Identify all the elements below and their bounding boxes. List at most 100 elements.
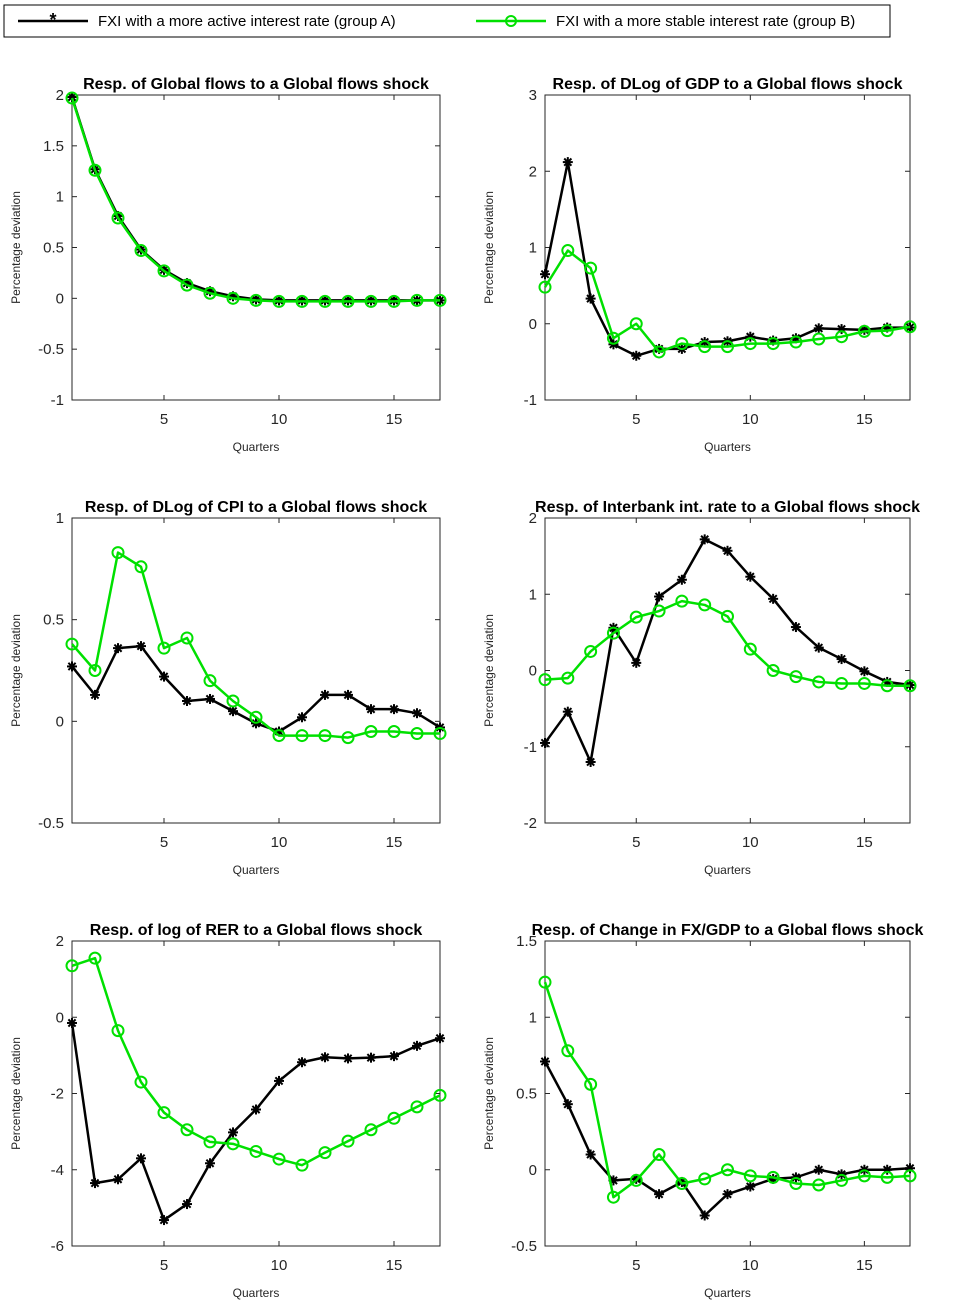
chart-title: Resp. of DLog of GDP to a Global flows s… xyxy=(553,76,903,93)
asterisk-stroke xyxy=(586,757,595,767)
data-point-group-b xyxy=(318,294,332,308)
data-point-group-a xyxy=(745,571,756,582)
x-tick-label: 10 xyxy=(271,1257,288,1274)
chart-panel-2: 5 10 15 -1 0 1 2 3 Quarters Percentage deviation R… xyxy=(482,76,917,454)
y-tick-label: 0 xyxy=(529,1162,537,1179)
data-point-group-b xyxy=(789,335,803,349)
data-point-group-b xyxy=(857,324,871,338)
x-axis-label: Quarters xyxy=(233,440,280,454)
data-point-group-a xyxy=(435,1033,445,1044)
chart-title: Resp. of log of RER to a Global flows sh… xyxy=(90,922,423,939)
data-point-group-b xyxy=(584,261,598,275)
x-tick-label: 10 xyxy=(742,834,759,851)
data-point-group-b xyxy=(812,1178,826,1192)
chart-panel-4: 5 10 15 -2 -1 0 1 2 Quarters Percentage deviation… xyxy=(482,499,920,877)
asterisk-stroke xyxy=(768,594,778,604)
data-point-group-a xyxy=(412,1040,422,1051)
asterisk-stroke xyxy=(113,1174,123,1184)
data-point-group-b xyxy=(203,1135,217,1149)
data-point-group-b xyxy=(65,91,79,105)
data-point-group-a xyxy=(562,1099,573,1110)
asterisk-stroke xyxy=(654,1189,664,1199)
asterisk-stroke xyxy=(67,92,77,102)
data-point-group-b xyxy=(584,1077,598,1091)
y-tick-label: 1 xyxy=(529,586,537,603)
y-axis-label: Percentage deviation xyxy=(9,191,23,304)
data-point-group-b xyxy=(272,294,286,308)
y-tick-label: 2 xyxy=(529,510,537,527)
data-point-group-a xyxy=(343,689,353,700)
asterisk-stroke xyxy=(540,1057,550,1066)
y-tick-label: 2 xyxy=(529,163,537,180)
data-point-group-b xyxy=(157,264,171,278)
data-point-group-b xyxy=(789,1176,803,1190)
asterisk-stroke xyxy=(837,654,846,664)
data-point-group-a xyxy=(654,591,665,602)
data-point-group-b xyxy=(766,337,780,351)
y-tick-label: 1 xyxy=(529,1009,537,1026)
y-tick-label: 1 xyxy=(56,510,64,527)
y-tick-label: -0.5 xyxy=(38,341,64,358)
data-point-group-b xyxy=(180,631,194,645)
data-point-group-b xyxy=(857,1169,871,1183)
y-tick-label: 2 xyxy=(56,87,64,104)
asterisk-stroke xyxy=(274,1076,284,1086)
y-tick-label: -0.5 xyxy=(511,1238,537,1255)
data-point-group-b xyxy=(272,1152,286,1166)
y-tick-label: -1 xyxy=(524,392,537,409)
data-point-group-b xyxy=(629,1173,643,1187)
series-line-group-b xyxy=(544,599,910,687)
chart-title: Resp. of Global flows to a Global flows … xyxy=(83,76,429,93)
data-point-group-b xyxy=(364,294,378,308)
asterisk-stroke xyxy=(389,1051,399,1061)
asterisk-stroke xyxy=(297,712,307,722)
legend-label-group-a: FXI with a more active interest rate (gr… xyxy=(98,13,396,30)
data-point-group-a xyxy=(699,1210,710,1221)
data-point-group-a xyxy=(67,661,77,672)
data-point-group-a xyxy=(136,641,146,652)
data-point-group-b xyxy=(295,729,309,743)
data-point-group-b xyxy=(387,725,401,738)
data-point-group-a xyxy=(320,1052,330,1063)
data-point-group-b xyxy=(410,293,424,307)
data-point-group-b xyxy=(606,1190,620,1204)
asterisk-stroke xyxy=(251,1105,261,1114)
x-tick-label: 10 xyxy=(742,1257,759,1274)
data-point-group-b xyxy=(584,644,598,658)
data-point-group-a xyxy=(676,574,687,585)
data-point-group-b xyxy=(111,211,125,225)
data-point-group-b xyxy=(652,345,666,359)
data-point-group-a xyxy=(297,1057,307,1068)
x-tick-label: 15 xyxy=(856,1257,873,1274)
asterisk-stroke xyxy=(814,1165,824,1175)
data-point-group-a xyxy=(90,1178,100,1189)
x-axis-label: Quarters xyxy=(704,863,751,877)
asterisk-stroke xyxy=(814,324,824,333)
asterisk-stroke xyxy=(90,1178,100,1188)
data-point-group-a xyxy=(813,323,824,334)
asterisk-stroke xyxy=(700,1211,709,1220)
chart-panel-5: 5 10 15 -6 -4 -2 0 2 Quarters Percentage deviatio… xyxy=(9,922,447,1300)
x-tick-label: 5 xyxy=(632,1257,640,1274)
data-point-group-b xyxy=(249,1144,263,1158)
asterisk-stroke xyxy=(677,575,687,585)
data-point-group-a xyxy=(67,1017,77,1028)
data-point-group-b xyxy=(561,671,575,685)
asterisk-stroke xyxy=(366,1053,376,1062)
asterisk-stroke xyxy=(159,672,169,681)
data-point-group-b xyxy=(903,679,917,693)
data-point-group-b xyxy=(721,1163,734,1177)
data-point-group-b xyxy=(903,1169,917,1183)
data-point-group-b xyxy=(652,1148,666,1161)
x-axis-label: Quarters xyxy=(704,440,751,454)
legend-marker-group-b xyxy=(505,15,517,27)
data-point-group-b xyxy=(249,710,263,724)
data-point-group-b xyxy=(675,337,689,351)
data-point-group-b xyxy=(698,340,712,354)
data-point-group-b xyxy=(857,676,871,690)
asterisk-stroke xyxy=(723,1189,732,1199)
asterisk-stroke xyxy=(90,690,100,700)
data-point-group-a xyxy=(562,157,573,168)
